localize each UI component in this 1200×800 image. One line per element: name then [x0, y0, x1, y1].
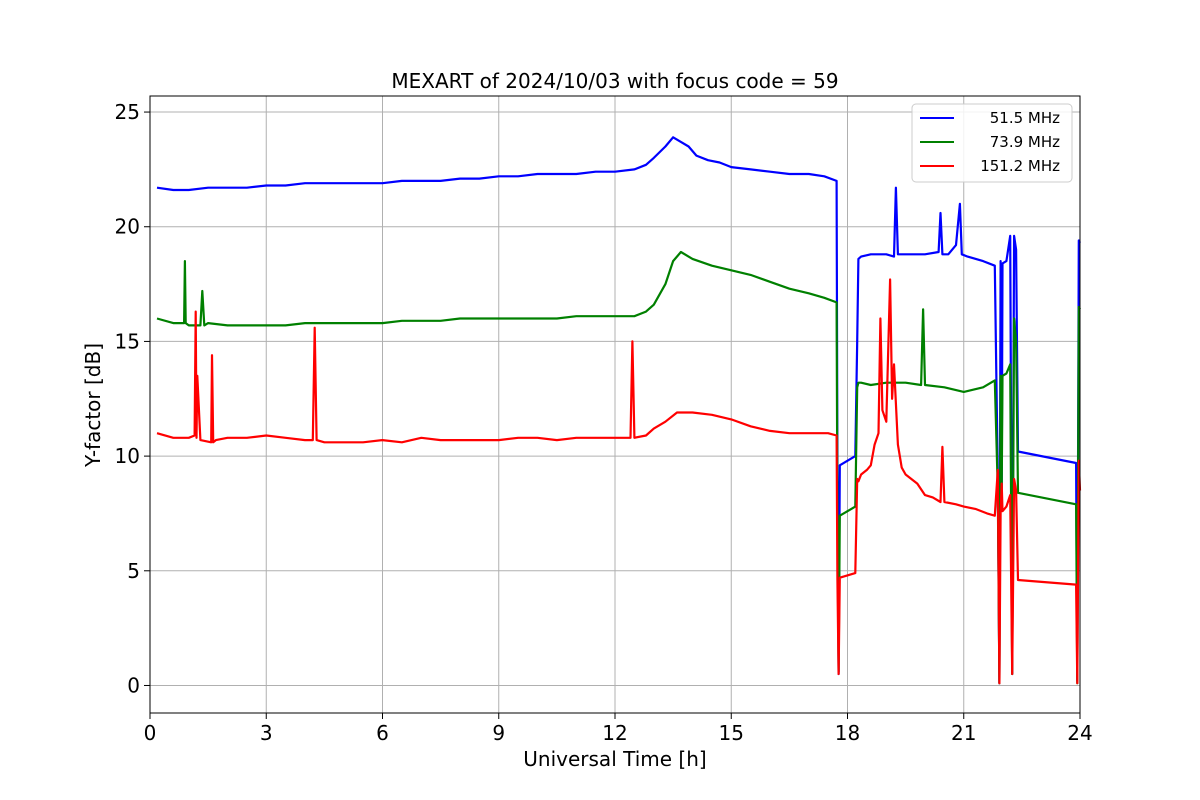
y-tick-label: 0	[127, 673, 140, 697]
chart-title: MEXART of 2024/10/03 with focus code = 5…	[391, 69, 838, 93]
y-tick-label: 25	[115, 100, 140, 124]
legend-box	[911, 103, 1073, 183]
y-tick-label: 15	[115, 329, 140, 353]
y-tick-label: 10	[115, 444, 140, 468]
x-tick-label: 9	[492, 721, 505, 745]
x-tick-label: 24	[1067, 721, 1092, 745]
x-tick-label: 3	[260, 721, 273, 745]
y-tick-label: 5	[127, 559, 140, 583]
series-lines	[156, 136, 1082, 685]
legend-label: 73.9 MHz	[990, 133, 1060, 151]
y-axis-label: Y-factor [dB]	[81, 343, 105, 468]
x-axis-label: Universal Time [h]	[523, 747, 706, 771]
x-tick-label: 18	[835, 721, 860, 745]
x-tick-label: 21	[951, 721, 976, 745]
y-tick-label: 20	[115, 215, 140, 239]
series-line-2	[156, 278, 1082, 685]
legend-label: 151.2 MHz	[980, 157, 1060, 175]
legend-label: 51.5 MHz	[990, 109, 1060, 127]
y-ticks: 0 5 10 15 20 25	[115, 100, 150, 697]
x-ticks: 0 3 6 9 12 15 18 21 24	[144, 713, 1093, 745]
legend: 51.5 MHz 73.9 MHz 151.2 MHz	[911, 103, 1073, 183]
x-tick-label: 15	[719, 721, 744, 745]
x-tick-label: 12	[602, 721, 627, 745]
x-tick-label: 6	[376, 721, 389, 745]
x-tick-label: 0	[144, 721, 157, 745]
